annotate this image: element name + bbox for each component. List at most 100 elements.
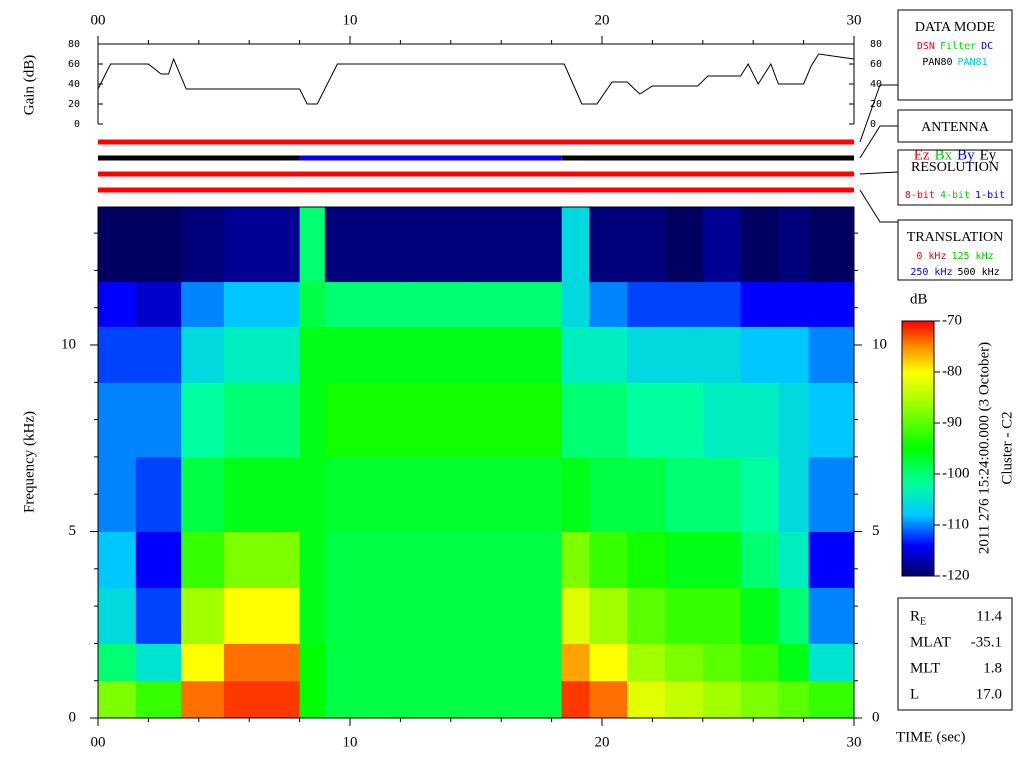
spectrogram-cell — [400, 587, 477, 644]
spectrogram-cell — [665, 587, 704, 644]
spectrogram-cell — [400, 281, 477, 327]
caption: Cluster - C2 — [999, 411, 1015, 484]
spectrogram-cell — [589, 680, 628, 719]
y-tick-label: 0 — [872, 709, 880, 725]
legend-item: PAN80 — [922, 57, 952, 68]
spectrogram-cell — [324, 643, 401, 682]
spectrogram-cell — [740, 456, 779, 533]
legend-item: 250 kHz — [910, 267, 952, 278]
x-tick-label: 00 — [91, 734, 106, 750]
spectrogram-cell — [808, 531, 855, 588]
spectrogram-cell — [778, 680, 810, 719]
y-tick-label: 40 — [870, 79, 882, 90]
spectrogram-cell — [702, 643, 742, 682]
legend-item: DC — [981, 41, 993, 52]
spectrogram-cell — [324, 382, 401, 458]
ephemeris-label: L — [910, 686, 919, 702]
spectrogram-cell — [778, 456, 810, 533]
ephemeris-box — [897, 597, 1013, 711]
spectrogram-cell — [627, 456, 666, 533]
spectrogram-cell — [627, 326, 666, 383]
spectrogram-cell — [589, 643, 628, 682]
spectrogram-cell — [589, 456, 628, 533]
spectrogram-cell — [665, 207, 704, 283]
y-tick-label: 60 — [68, 59, 80, 70]
legend-title: TRANSLATION — [907, 230, 1003, 245]
spectrogram-cell — [400, 207, 477, 283]
spectrogram-cell — [98, 587, 137, 644]
spectrogram-cell — [778, 207, 810, 283]
spectrogram-cell — [561, 643, 590, 682]
spectrogram-cell — [224, 281, 263, 327]
spectrogram-cell — [135, 382, 182, 458]
ephemeris-subscript: E — [920, 616, 926, 627]
spectrogram-cell — [808, 680, 855, 719]
spectrogram-cell — [702, 531, 742, 588]
x-tick-label: 00 — [91, 12, 106, 28]
spectrogram-cell — [261, 326, 301, 383]
spectrogram-cell — [98, 382, 137, 458]
spectrogram-cell — [261, 281, 301, 327]
spectrogram-cell — [665, 680, 704, 719]
spectrogram-cell — [181, 281, 225, 327]
spectrogram-cell — [665, 326, 704, 383]
spectrogram-cell — [665, 531, 704, 588]
spectrogram-cell — [135, 456, 182, 533]
spectrogram-cell — [561, 587, 590, 644]
connectors — [859, 84, 899, 223]
legend-box — [897, 219, 1013, 281]
spectrogram-cell — [740, 680, 779, 719]
status-segment — [98, 187, 854, 193]
spectrogram-cell — [627, 382, 666, 458]
spectrogram-cell — [627, 643, 666, 682]
spectrogram-cell — [476, 326, 563, 383]
y-tick-label: 10 — [872, 336, 887, 352]
spectrogram-cell — [324, 680, 401, 719]
spectrogram-cell — [561, 531, 590, 588]
spectrogram-cell — [665, 382, 704, 458]
ephemeris-label: MLAT — [910, 634, 951, 650]
x-tick-label: 20 — [595, 734, 610, 750]
legend-title: RESOLUTION — [911, 160, 999, 175]
spectrogram-cell — [261, 382, 301, 458]
status-segment — [98, 139, 854, 145]
y-tick-label: 0 — [69, 709, 77, 725]
spectrogram-cell — [476, 382, 563, 458]
spectrogram-cell — [627, 531, 666, 588]
x-tick-label: 10 — [343, 12, 358, 28]
spectrogram-cell — [324, 456, 401, 533]
spectrogram-cell — [98, 326, 137, 383]
spectrogram-cell — [476, 587, 563, 644]
spectrogram-cell — [400, 643, 477, 682]
legend-item: DSN — [917, 41, 935, 52]
colorbar-label: dB — [910, 291, 928, 307]
spectrogram-cell — [400, 326, 477, 383]
spectrogram-cell — [224, 207, 263, 283]
y-tick-label: 80 — [870, 39, 882, 50]
legend-item: 1-bit — [975, 190, 1005, 201]
spectrogram-cell — [476, 456, 563, 533]
y-tick-label: 5 — [69, 523, 77, 539]
spectrogram-cell — [808, 382, 855, 458]
spectrogram-cell — [299, 587, 326, 644]
ephemeris-value: 1.8 — [983, 660, 1002, 676]
spectrogram-cell — [224, 643, 263, 682]
ephemeris-value: 11.4 — [976, 608, 1002, 624]
spectrogram-cell — [665, 456, 704, 533]
spectrogram-cell — [261, 207, 301, 283]
spectrogram-cell — [299, 281, 326, 327]
spectrogram-cell — [808, 281, 855, 327]
spectrogram-cell — [299, 207, 326, 283]
spectrogram-cell — [324, 587, 401, 644]
spectrogram-cell — [476, 680, 563, 719]
spectrogram-cell — [299, 326, 326, 383]
y-tick-label: 20 — [870, 99, 882, 110]
spectrogram-cell — [740, 587, 779, 644]
spectrogram-cell — [181, 382, 225, 458]
spectrogram-cell — [135, 207, 182, 283]
spectrogram-cell — [702, 680, 742, 719]
spectrogram-cell — [589, 531, 628, 588]
spectrogram-cell — [702, 587, 742, 644]
spectrogram-cell — [98, 531, 137, 588]
